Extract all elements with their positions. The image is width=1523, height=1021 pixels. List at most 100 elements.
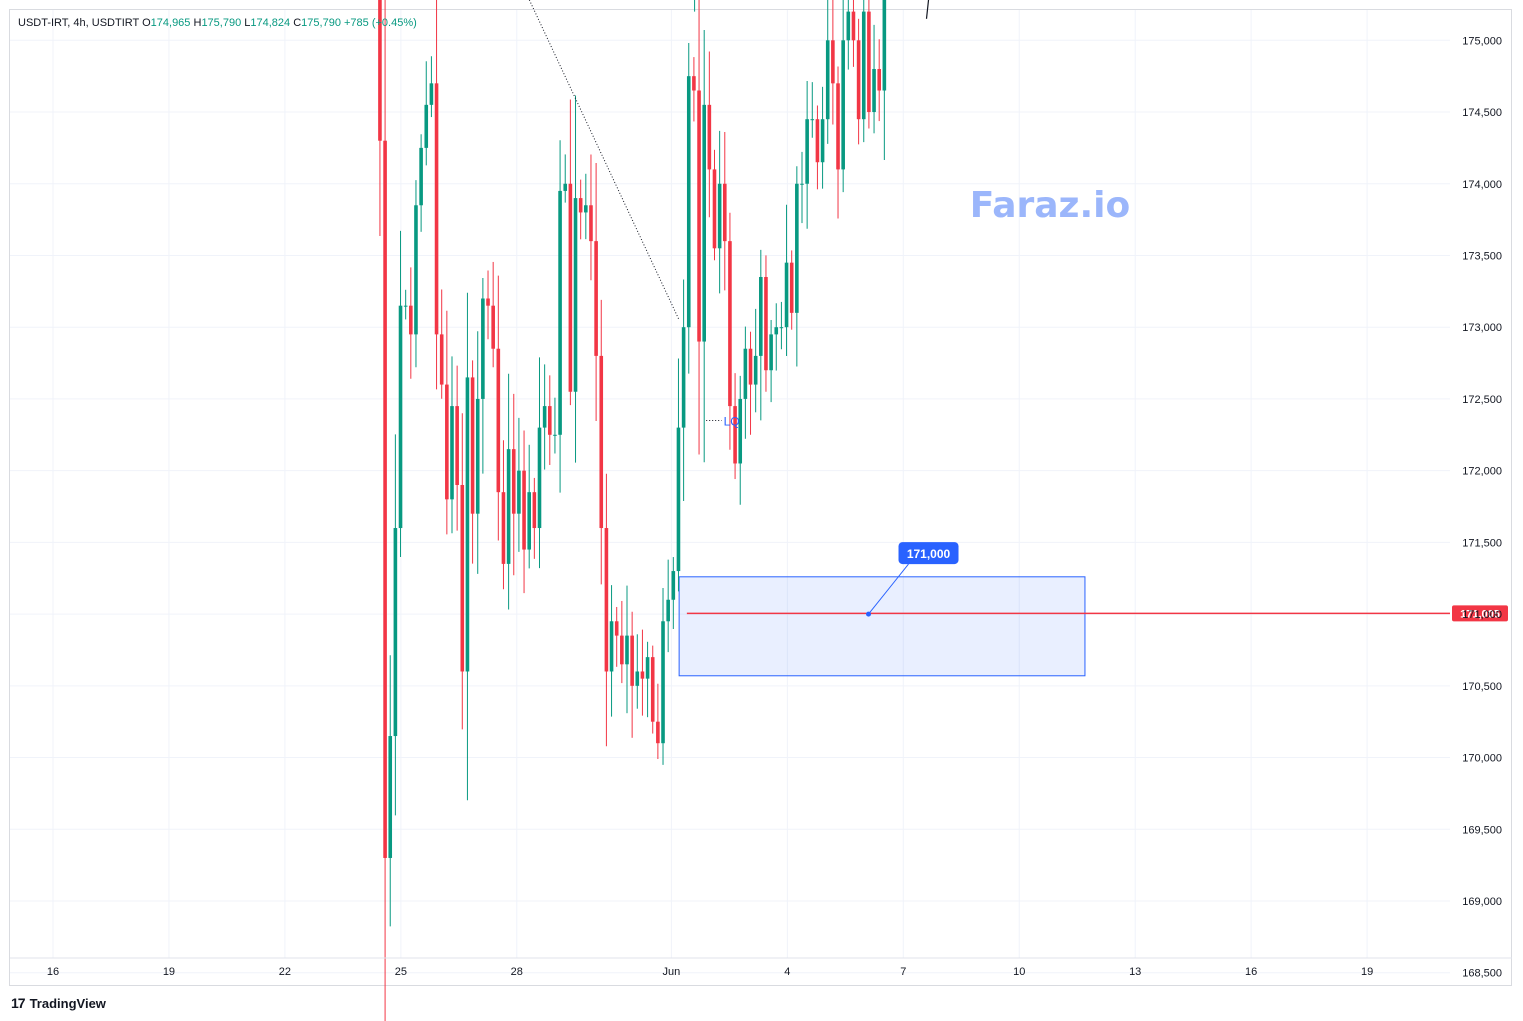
candle-body[interactable] [573,198,578,392]
candle-body[interactable] [409,305,413,335]
candle-body[interactable] [759,276,763,356]
candle-body[interactable] [424,104,429,148]
candle-body[interactable] [635,671,640,686]
candle-body[interactable] [553,434,557,436]
candle-body[interactable] [481,298,485,399]
projection-path[interactable] [925,0,1023,19]
candle-body[interactable] [419,147,423,206]
candle-body[interactable] [450,406,454,500]
candle-body[interactable] [686,76,691,328]
candle-body[interactable] [779,327,784,329]
candle-body[interactable] [820,119,825,163]
candle-body[interactable] [795,183,799,313]
candle-body[interactable] [702,104,706,342]
candle-body[interactable] [584,205,588,213]
candle-body[interactable] [656,721,660,744]
candle-body[interactable] [630,635,634,686]
candle-body[interactable] [856,40,861,120]
candle-body[interactable] [470,377,475,514]
candle-body[interactable] [671,571,676,600]
candle-body[interactable] [445,384,449,500]
candle-body[interactable] [465,377,470,672]
candle-body[interactable] [743,348,748,399]
candle-body[interactable] [764,276,768,371]
candle-body[interactable] [547,406,552,435]
candle-body[interactable] [645,657,650,679]
candle-body[interactable] [861,11,866,120]
candle-body[interactable] [882,0,887,91]
candle-body[interactable] [568,183,573,392]
candle-body[interactable] [429,83,434,105]
candle-body[interactable] [609,621,614,672]
candle-body[interactable] [810,119,815,121]
candle-body[interactable] [625,635,629,665]
candle-body[interactable] [558,190,562,435]
candle-body[interactable] [378,0,382,141]
candle-body[interactable] [753,355,758,385]
candle-body[interactable] [650,657,655,722]
candle-body[interactable] [789,262,794,313]
candle-body[interactable] [455,406,459,485]
candle-body[interactable] [717,183,722,249]
candle-body[interactable] [501,492,506,564]
candle-body[interactable] [388,736,393,858]
candle-body[interactable] [784,262,789,328]
candle-body[interactable] [836,83,840,170]
candle-body[interactable] [604,528,609,672]
candle-body[interactable] [733,406,737,464]
candle-body[interactable] [594,241,598,356]
candle-body[interactable] [825,40,830,120]
candle-body[interactable] [563,183,568,191]
zone-rect[interactable] [678,576,1086,677]
candle-body[interactable] [851,11,856,41]
callout-box[interactable] [898,542,959,565]
candle-body[interactable] [589,205,593,242]
candle-body[interactable] [692,76,696,91]
candle-body[interactable] [542,406,547,428]
candle-body[interactable] [661,621,665,744]
candle-body[interactable] [841,40,845,170]
candle-body[interactable] [748,348,753,385]
tradingview-brand[interactable]: 17 TradingView [11,995,106,1011]
candle-body[interactable] [666,599,670,622]
candle-body[interactable] [439,334,444,385]
candle-body[interactable] [486,298,490,306]
candle-body[interactable] [460,484,465,672]
symbol-label[interactable]: USDT-IRT, 4h, USDTIRT [18,17,140,29]
candle-body[interactable] [712,169,717,249]
candle-body[interactable] [831,40,835,84]
candle-body[interactable] [614,621,619,636]
candle-body[interactable] [769,334,773,371]
candle-body[interactable] [496,348,501,493]
candle-body[interactable] [815,119,820,163]
candle-body[interactable] [491,305,495,349]
candle-body[interactable] [681,327,686,428]
candle-body[interactable] [398,305,403,529]
candle-body[interactable] [506,449,511,564]
candle-body[interactable] [867,11,871,113]
candle-body[interactable] [738,398,743,464]
candle-body[interactable] [517,470,521,514]
candle-body[interactable] [697,90,701,342]
candle-body[interactable] [393,528,398,737]
candle-body[interactable] [532,492,537,529]
candle-body[interactable] [707,104,712,170]
candle-body[interactable] [800,183,804,185]
candle-body[interactable] [522,470,526,550]
candle-body[interactable] [676,427,681,572]
candle-body[interactable] [511,449,516,514]
candle-body[interactable] [537,427,542,529]
candle-body[interactable] [877,68,881,91]
candle-body[interactable] [434,83,439,335]
candle-body[interactable] [640,671,645,679]
candle-body[interactable] [722,183,727,242]
candle-body[interactable] [414,205,418,335]
candle-body[interactable] [805,119,809,184]
candle-body[interactable] [872,68,876,113]
candle-body[interactable] [475,398,480,514]
candle-body[interactable] [599,355,604,529]
candle-body[interactable] [578,198,583,213]
candle-body[interactable] [527,492,531,550]
candle-body[interactable] [620,635,624,665]
